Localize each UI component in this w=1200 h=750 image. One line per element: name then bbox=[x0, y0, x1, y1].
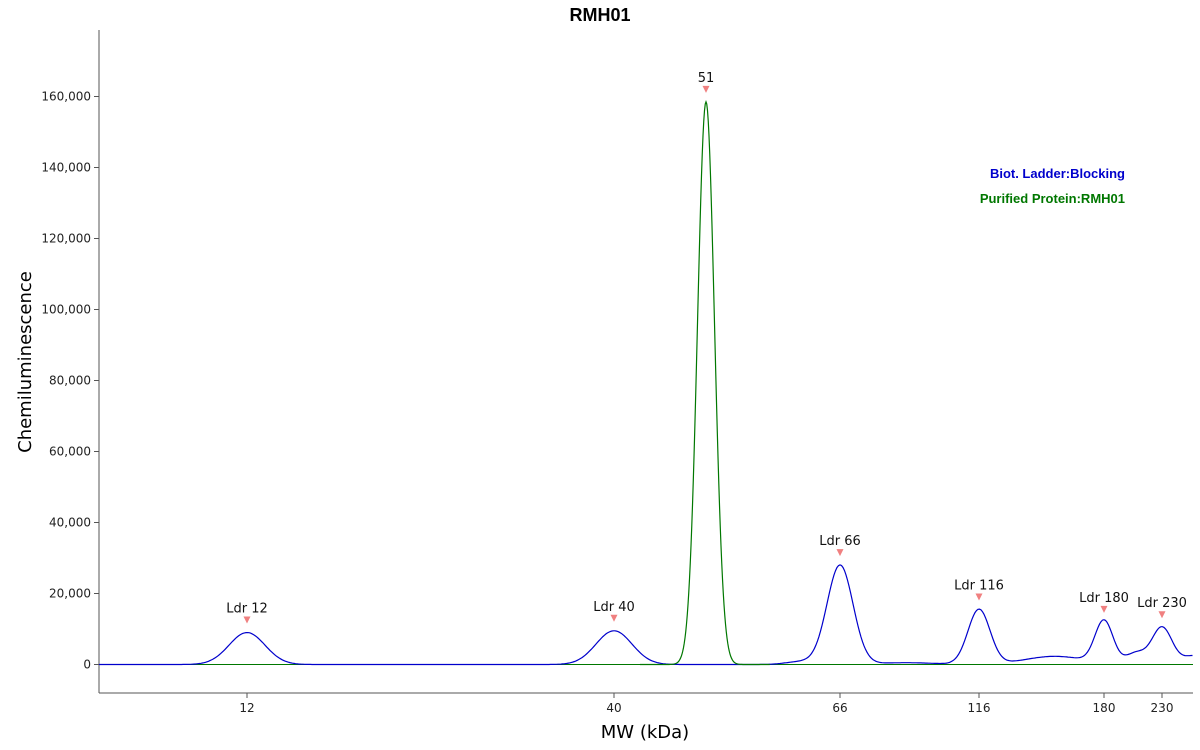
peak-label: 51 bbox=[698, 71, 715, 86]
y-tick-label: 120,000 bbox=[41, 232, 91, 246]
y-tick-label: 40,000 bbox=[49, 516, 91, 530]
y-tick-label: 80,000 bbox=[49, 374, 91, 388]
y-tick-label: 160,000 bbox=[41, 90, 91, 104]
y-tick-label: 140,000 bbox=[41, 161, 91, 175]
chart-title: RMH01 bbox=[569, 5, 630, 25]
x-tick-label: 180 bbox=[1093, 701, 1116, 715]
legend-item-ladder: Biot. Ladder:Blocking bbox=[990, 166, 1125, 181]
peak-marker bbox=[702, 85, 710, 93]
legend-item-protein: Purified Protein:RMH01 bbox=[980, 191, 1125, 206]
y-axis-ticks: 0 20,000 40,000 60,000 80,000 100,000 120,000 1… bbox=[41, 90, 99, 672]
x-axis-label: MW (kDa) bbox=[601, 722, 689, 743]
peak-label: Ldr 12 bbox=[226, 602, 268, 617]
peak-label: Ldr 116 bbox=[954, 578, 1004, 593]
y-tick-label: 20,000 bbox=[49, 587, 91, 601]
peak-label: Ldr 180 bbox=[1079, 591, 1129, 606]
y-axis-label: Chemiluminescence bbox=[15, 271, 36, 453]
peak-marker bbox=[1100, 605, 1108, 613]
x-tick-label: 116 bbox=[968, 701, 991, 715]
x-axis-ticks: 12 40 66 116 180 230 bbox=[239, 693, 1173, 715]
peak-label: Ldr 66 bbox=[819, 534, 861, 549]
peak-marker bbox=[1158, 611, 1166, 619]
peak-marker bbox=[610, 614, 618, 622]
peak-marker bbox=[243, 616, 251, 624]
x-tick-label: 40 bbox=[606, 701, 621, 715]
peak-marker bbox=[836, 549, 844, 557]
y-tick-label: 0 bbox=[83, 658, 91, 672]
peak-marker bbox=[975, 593, 983, 601]
peak-markers: Ldr 12 Ldr 40 51 Ldr 66 Ldr 116 Ldr 180 Ldr 23… bbox=[226, 71, 1187, 624]
series-protein-trace bbox=[640, 99, 770, 666]
x-tick-label: 12 bbox=[239, 701, 254, 715]
x-tick-label: 230 bbox=[1151, 701, 1174, 715]
peak-label: Ldr 40 bbox=[593, 600, 635, 615]
y-tick-label: 60,000 bbox=[49, 445, 91, 459]
y-tick-label: 100,000 bbox=[41, 303, 91, 317]
x-tick-label: 66 bbox=[832, 701, 847, 715]
peak-label: Ldr 230 bbox=[1137, 596, 1187, 611]
series-ladder-trace bbox=[99, 564, 1193, 666]
